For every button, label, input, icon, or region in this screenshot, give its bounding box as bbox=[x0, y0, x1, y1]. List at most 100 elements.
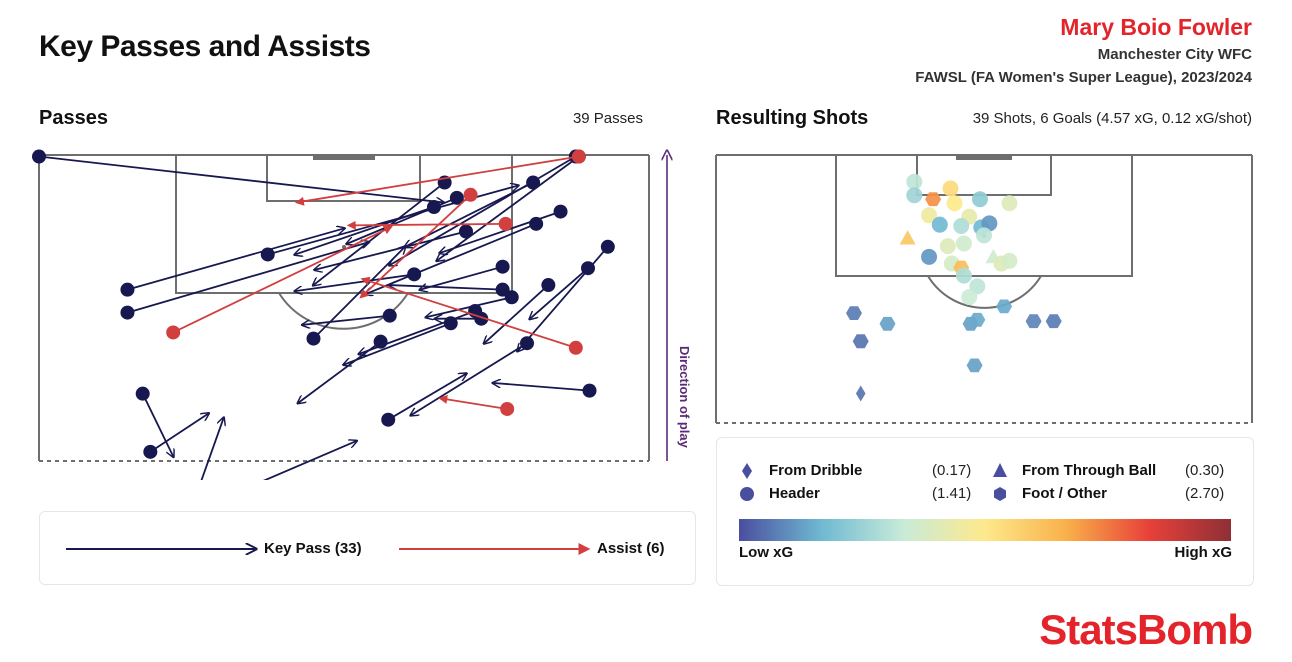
shot-4-circle bbox=[946, 195, 963, 212]
key-pass-28-start bbox=[382, 308, 397, 323]
key-pass-10-start bbox=[553, 204, 568, 219]
key-pass-7-start bbox=[520, 336, 534, 351]
shot-15-circle bbox=[955, 235, 972, 252]
shot-33-hexagon bbox=[852, 334, 869, 349]
key-pass-32-start bbox=[407, 267, 422, 282]
shots-summary: 39 Shots, 6 Goals (4.57 xG, 0.12 xG/shot… bbox=[972, 110, 1252, 127]
shot-2-hexagon bbox=[925, 192, 942, 207]
through-ball-legend-label: From Through Ball bbox=[1022, 462, 1157, 479]
page-title: Key Passes and Assists bbox=[39, 30, 371, 63]
key-pass-0-line bbox=[38, 155, 443, 203]
key-pass-27-start bbox=[373, 334, 388, 349]
shot-31-hexagon bbox=[1025, 314, 1042, 329]
shot-27-hexagon bbox=[846, 306, 862, 320]
assist-3-start bbox=[568, 340, 583, 355]
shot-1-circle bbox=[906, 187, 923, 204]
key-pass-12-start bbox=[504, 290, 519, 305]
shot-legend: From Dribble (0.17) From Through Ball (0… bbox=[716, 437, 1254, 586]
key-pass-14-start bbox=[600, 239, 615, 254]
shot-22-circle bbox=[1001, 252, 1018, 269]
assist-2-line bbox=[359, 194, 472, 299]
key-pass-9-start bbox=[541, 278, 556, 293]
xg-color-scale bbox=[739, 519, 1231, 541]
key-pass-17-start bbox=[381, 412, 396, 427]
shot-25-circle bbox=[961, 289, 978, 306]
assist-0-start bbox=[571, 149, 586, 164]
shots-penalty-box bbox=[835, 154, 1133, 277]
assist-legend-label: Assist (6) bbox=[597, 540, 665, 557]
key-pass-6-start bbox=[443, 316, 458, 331]
key-pass-11-start bbox=[526, 175, 541, 190]
assist-5-line bbox=[438, 394, 508, 410]
key-pass-8-start bbox=[581, 261, 595, 276]
assist-2-start bbox=[463, 187, 478, 202]
key-pass-13-line bbox=[493, 383, 590, 392]
foot-legend-label: Foot / Other bbox=[1022, 485, 1107, 502]
key-pass-14-line bbox=[518, 246, 609, 351]
key-pass-19-line bbox=[295, 206, 435, 254]
key-pass-15-start bbox=[529, 216, 544, 231]
player-name: Mary Boio Fowler bbox=[1060, 14, 1252, 40]
shot-30-hexagon bbox=[969, 312, 986, 327]
key-pass-7-line bbox=[411, 342, 528, 415]
shot-legend-shapes bbox=[740, 463, 1007, 501]
key-pass-19-start bbox=[426, 200, 441, 215]
key-pass-6-line bbox=[344, 322, 452, 364]
key-pass-legend-label: Key Pass (33) bbox=[264, 540, 362, 557]
shot-32-hexagon bbox=[1045, 314, 1062, 329]
shot-6-circle bbox=[1001, 195, 1018, 212]
header-legend-label: Header bbox=[769, 485, 820, 502]
shot-34-hexagon bbox=[966, 358, 983, 373]
key-pass-30-line bbox=[390, 155, 577, 266]
passes-pitch: Direction of play bbox=[32, 0, 692, 480]
key-pass-23-line bbox=[141, 393, 174, 457]
key-pass-16-start bbox=[495, 282, 510, 297]
penalty-arc bbox=[278, 292, 409, 330]
key-pass-15-line bbox=[365, 223, 537, 294]
shots-panel-title: Resulting Shots bbox=[716, 107, 869, 129]
key-pass-18-start bbox=[449, 190, 464, 205]
key-pass-12-line bbox=[426, 296, 512, 317]
through-ball-legend-icon bbox=[993, 463, 1007, 477]
key-pass-2-start bbox=[120, 305, 135, 320]
dribble-legend-icon bbox=[742, 463, 752, 479]
key-pass-3-start bbox=[260, 247, 275, 262]
key-pass-2-line bbox=[127, 242, 368, 314]
goal bbox=[313, 155, 375, 160]
key-pass-16-line bbox=[390, 285, 503, 291]
dribble-legend-value: (0.17) bbox=[932, 462, 972, 479]
header-legend-value: (1.41) bbox=[932, 485, 972, 502]
key-pass-5-start bbox=[459, 224, 473, 239]
key-pass-0-start bbox=[32, 149, 46, 164]
shot-0-circle bbox=[906, 173, 923, 190]
assist-1-start bbox=[498, 216, 513, 231]
shot-8-circle bbox=[931, 216, 948, 233]
direction-label: Direction of play bbox=[677, 346, 692, 449]
key-pass-23-start bbox=[135, 386, 150, 401]
shot-19-circle bbox=[976, 227, 992, 244]
shot-11-circle bbox=[981, 215, 998, 232]
key-pass-13-start bbox=[582, 383, 597, 398]
team-name: Manchester City WFC bbox=[1097, 46, 1252, 63]
assist-5-start bbox=[500, 401, 515, 416]
passes-panel-title: Passes bbox=[39, 107, 108, 129]
shots-layer bbox=[846, 173, 1062, 402]
assist-4-line bbox=[172, 225, 393, 334]
shot-16-circle bbox=[921, 248, 938, 265]
assist-1-line bbox=[346, 220, 506, 230]
shot-26-hexagon bbox=[996, 299, 1013, 314]
shot-13-triangle bbox=[899, 230, 916, 245]
pass-legend-lines bbox=[66, 543, 591, 555]
shots-six-yard-box bbox=[916, 154, 1052, 196]
shot-12-circle bbox=[953, 218, 970, 235]
foot-legend-icon bbox=[994, 487, 1006, 501]
key-pass-31-line bbox=[437, 155, 580, 261]
header-legend-icon bbox=[740, 487, 754, 501]
key-pass-24-line bbox=[149, 414, 208, 453]
shot-14-circle bbox=[939, 238, 956, 255]
key-pass-1-line bbox=[127, 228, 344, 291]
pass-legend: Key Pass (33) Assist (6) bbox=[39, 511, 696, 585]
shots-pitch bbox=[715, 154, 1253, 424]
key-pass-21-start bbox=[495, 259, 510, 274]
foot-legend-value: (2.70) bbox=[1185, 485, 1225, 502]
